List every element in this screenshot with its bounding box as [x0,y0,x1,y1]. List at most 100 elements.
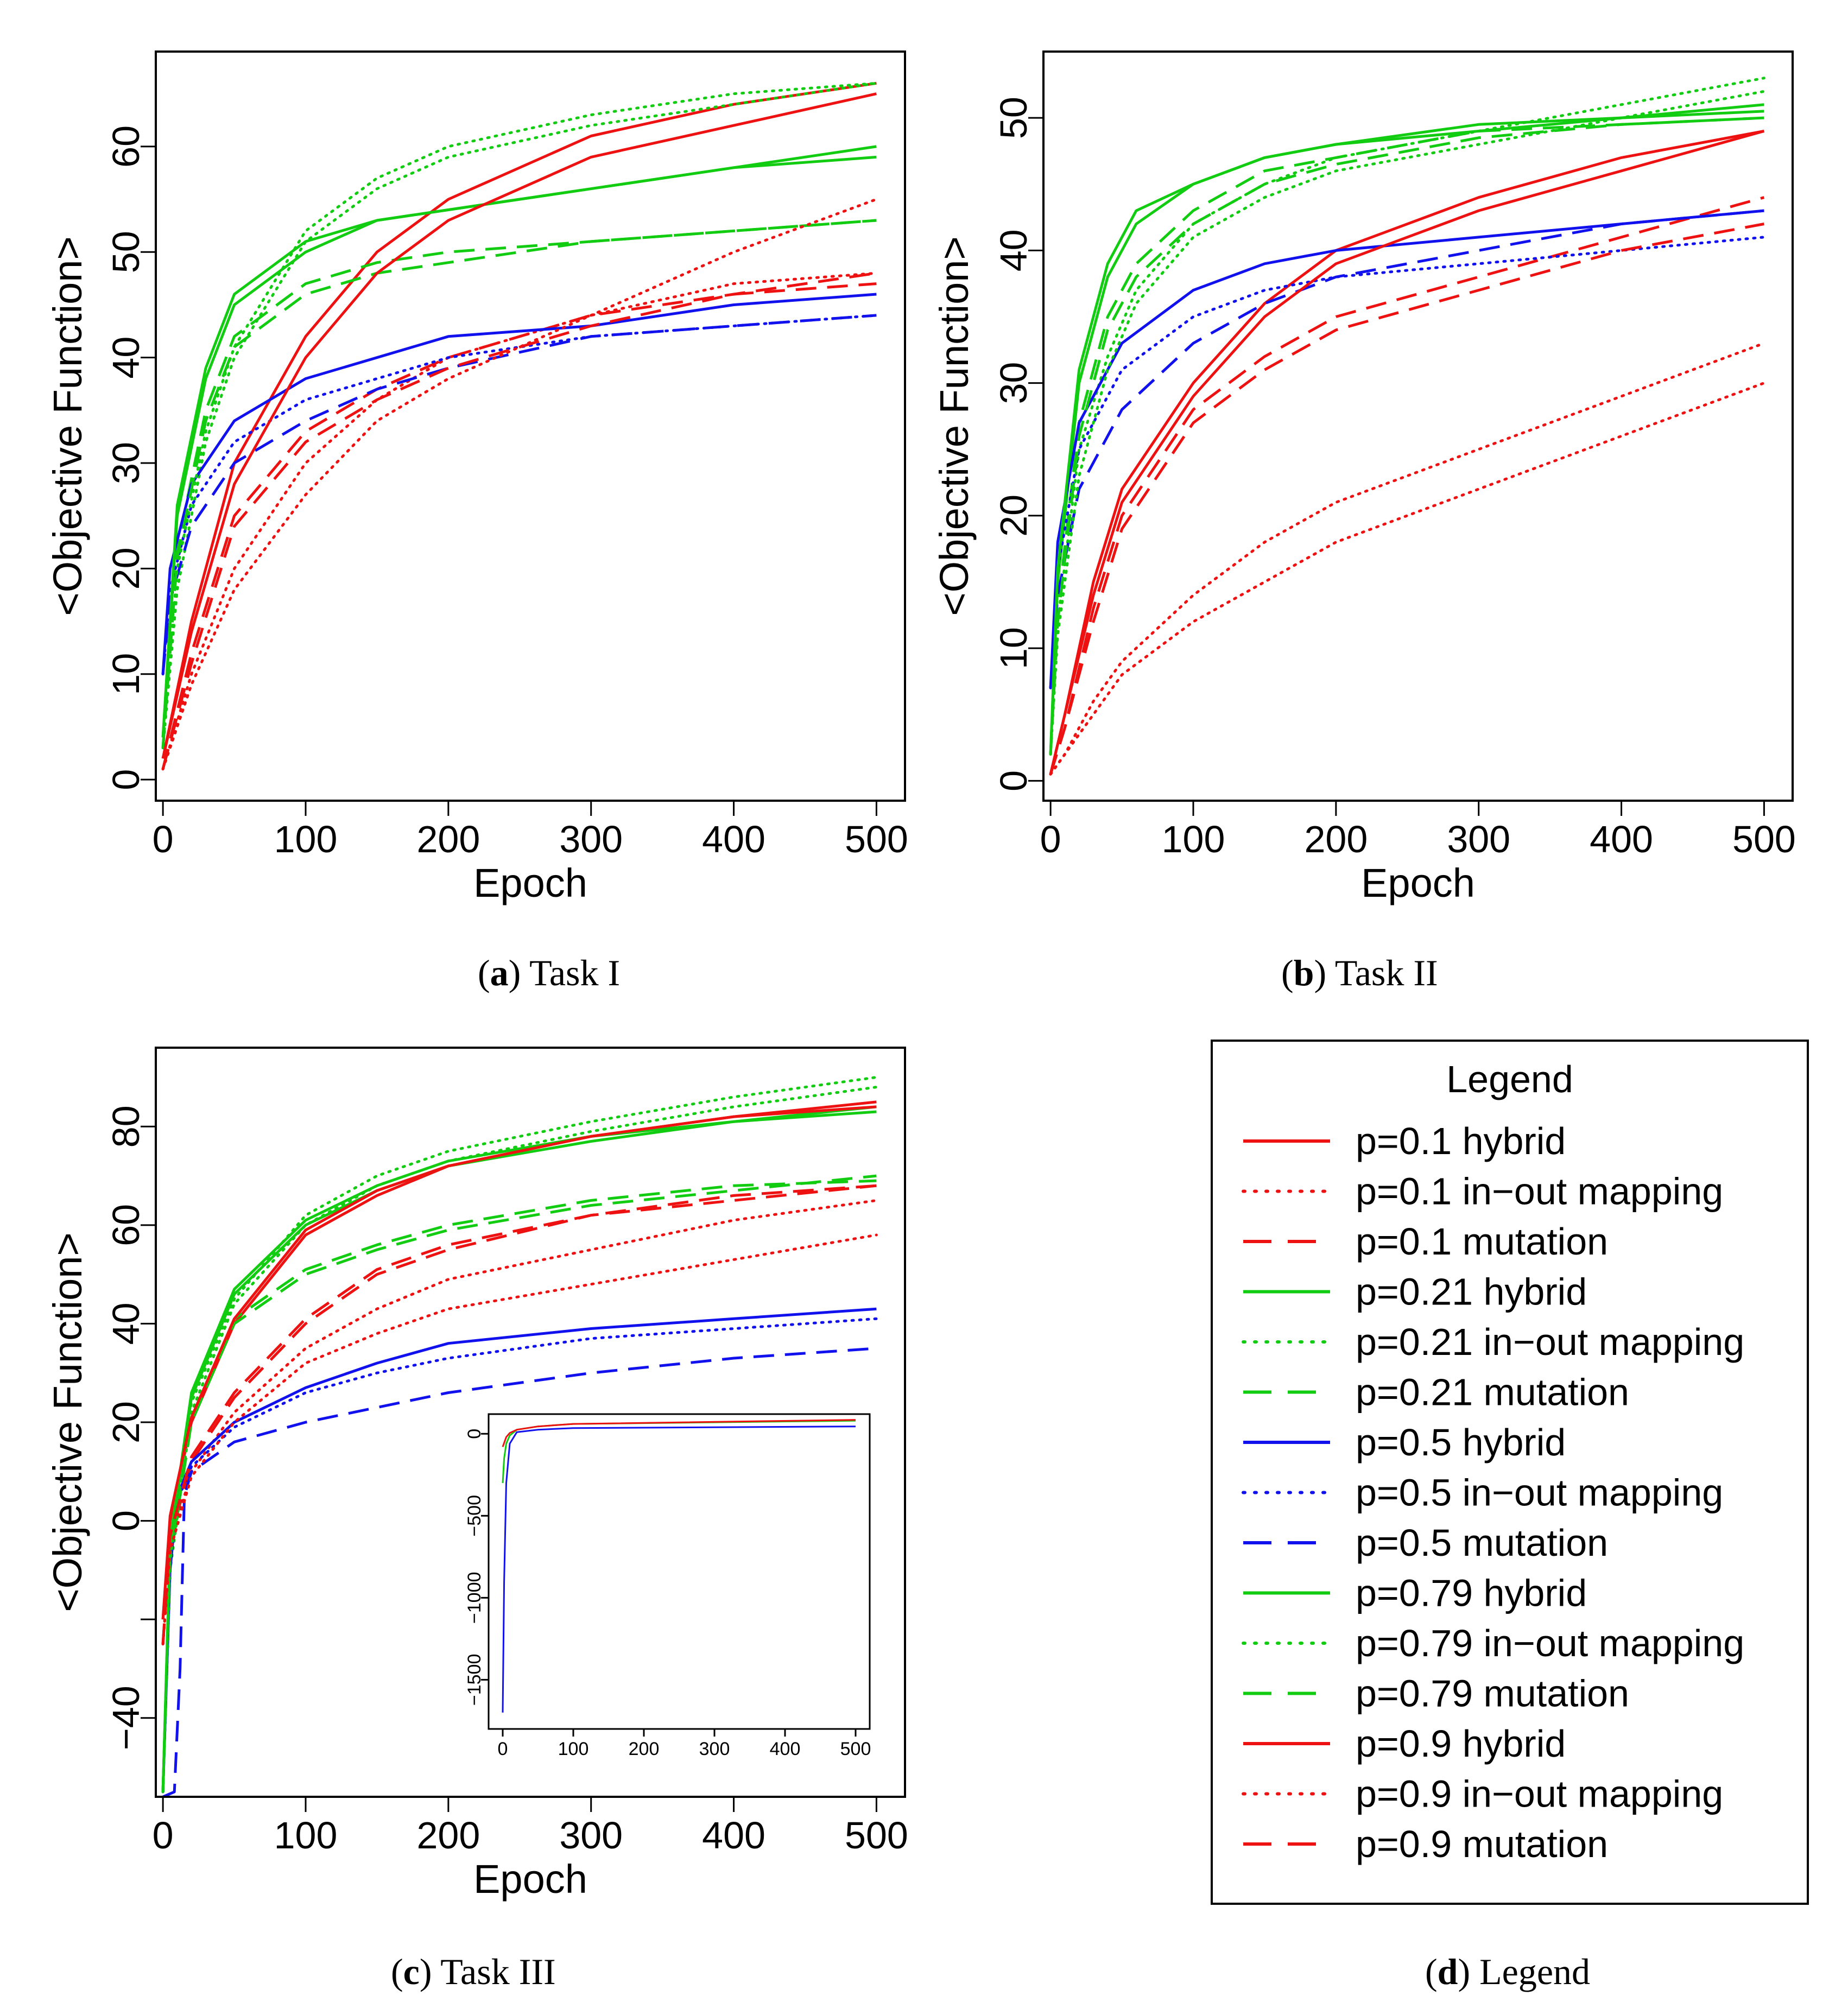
series-line-b-6 [1049,209,1764,688]
legend-caption: (d) Legend [1425,1951,1590,1992]
series-line-b-9 [1049,110,1764,755]
panel-c-caption: (c) Task III [391,1951,556,1992]
panel-c: 0 100 200 300 400 500 −40 0 20 40 60 80 Epoch <Obj… [45,1047,908,1992]
y-tick-label-a-0: 0 [105,769,147,790]
legend-label-9: p=0.79 hybrid [1356,1572,1587,1614]
series-line-a-13 [161,198,878,771]
x-tick-label-c-1: 100 [274,1814,338,1857]
y-tick-label-b-4: 40 [992,229,1035,271]
panel-c-inset: 0 100 200 300 400 500 −1500 −1000 −500 0 [464,1413,871,1759]
panel-b-series [1049,77,1765,776]
legend-label-12: p=0.9 hybrid [1356,1722,1566,1765]
legend-label-0: p=0.1 hybrid [1356,1120,1566,1162]
series-line-c-4 [161,1086,878,1794]
x-tick-label-b-5: 500 [1732,818,1796,860]
panel-a-series [161,81,878,771]
series-line-c-8 [162,1347,877,1797]
series-line-a-4 [161,81,878,750]
y-tick-label-c-inset-2: −500 [464,1495,485,1537]
inset-series [502,1419,856,1713]
panel-a-y-axis: 0 10 20 30 40 50 60 [105,125,156,790]
legend-label-4: p=0.21 in−out mapping [1356,1321,1744,1363]
x-tick-label-c-inset-0: 0 [498,1739,508,1759]
y-tick-label-c-6: 80 [105,1105,147,1148]
x-tick-label-c-inset-1: 100 [558,1739,589,1759]
panel-c-caption-letter: c [403,1951,420,1992]
x-tick-label-a-4: 400 [702,818,765,860]
y-tick-label-c-0: −40 [105,1686,147,1750]
x-tick-label-c-inset-5: 500 [840,1739,871,1759]
series-line-b-13 [1049,382,1765,776]
y-tick-label-b-1: 10 [992,627,1035,669]
x-tick-label-c-2: 200 [416,1814,480,1857]
y-tick-label-c-inset-0: −1500 [464,1654,485,1706]
y-tick-label-a-2: 20 [105,547,147,590]
x-tick-label-b-0: 0 [1040,818,1061,860]
legend-label-1: p=0.1 in−out mapping [1356,1170,1723,1213]
x-tick-label-c-0: 0 [153,1814,174,1857]
series-line-c-inset-0 [502,1426,856,1713]
series-line-a-0 [161,81,877,759]
legend-label-6: p=0.5 hybrid [1356,1421,1566,1464]
y-tick-label-b-2: 20 [992,495,1035,537]
y-tick-label-c-inset-3: 0 [464,1429,485,1439]
panel-c-y-axis-title: <Objective Function> [45,1232,90,1612]
legend-label-11: p=0.79 mutation [1356,1672,1629,1715]
series-line-b-14 [1049,223,1764,775]
series-line-c-11 [161,1179,877,1792]
panel-a-caption-text: Task I [521,952,620,993]
y-tick-label-a-3: 30 [105,442,147,484]
y-tick-label-b-3: 30 [992,362,1035,404]
series-line-b-12 [1049,130,1765,775]
legend-label-8: p=0.5 mutation [1356,1522,1608,1564]
y-tick-label-a-4: 40 [105,337,147,379]
panel-b-y-axis: 0 10 20 30 40 50 [992,97,1043,791]
x-tick-label-c-inset-2: 200 [629,1739,660,1759]
y-tick-label-c-4: 40 [105,1302,147,1345]
panel-b-caption: (b) Task II [1281,952,1438,993]
y-tick-label-b-0: 0 [992,770,1035,791]
legend-label-10: p=0.79 in−out mapping [1356,1622,1744,1664]
x-tick-label-a-5: 500 [845,818,908,860]
legend-label-13: p=0.9 in−out mapping [1356,1773,1723,1815]
x-tick-label-a-1: 100 [274,818,338,860]
x-tick-label-a-0: 0 [153,818,174,860]
x-tick-label-a-3: 300 [559,818,623,860]
series-line-a-11 [161,219,877,748]
x-tick-label-b-4: 400 [1590,818,1653,860]
x-tick-label-b-2: 200 [1304,818,1368,860]
series-line-c-1 [161,1199,878,1646]
legend-label-5: p=0.21 mutation [1356,1371,1629,1414]
panel-b-x-axis-title: Epoch [1361,860,1475,905]
legend-caption-letter: d [1438,1951,1458,1992]
panel-a-caption: (a) Task I [478,952,620,993]
panel-b-caption-text: Task II [1326,952,1438,993]
panel-b-caption-letter: b [1294,952,1314,993]
series-line-b-1 [1049,341,1765,776]
y-tick-label-a-5: 50 [105,231,147,273]
y-tick-label-a-6: 60 [105,125,147,168]
legend-label-14: p=0.9 mutation [1356,1823,1608,1865]
x-tick-label-c-5: 500 [845,1814,908,1857]
series-line-c-13 [161,1233,878,1646]
series-line-b-0 [1049,130,1764,775]
series-line-b-10 [1049,90,1765,756]
series-line-c-14 [161,1184,877,1644]
panel-a-x-axis-title: Epoch [473,860,587,905]
series-line-a-10 [161,81,878,750]
legend-box [1211,1040,1809,1905]
x-tick-label-c-4: 400 [702,1814,765,1857]
series-line-a-14 [161,282,877,770]
y-tick-label-b-5: 50 [992,97,1035,139]
panel-c-series [161,1076,878,1797]
legend-label-2: p=0.1 mutation [1356,1220,1608,1263]
series-line-a-9 [161,155,877,738]
legend-caption-text: Legend [1470,1951,1590,1992]
legend-title: Legend [1446,1058,1573,1100]
panel-b: 0 100 200 300 400 500 0 10 20 30 40 50 Epoch <Obje… [932,50,1796,993]
x-tick-label-b-3: 300 [1447,818,1510,860]
series-line-a-8 [161,314,877,675]
legend-label-3: p=0.21 hybrid [1356,1271,1587,1313]
panel-c-y-axis: −40 0 20 40 60 80 [105,1105,156,1750]
